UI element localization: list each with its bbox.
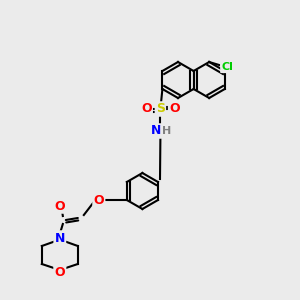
Text: O: O: [94, 194, 104, 206]
Text: H: H: [162, 126, 171, 136]
Text: O: O: [169, 103, 180, 116]
Text: N: N: [151, 124, 162, 137]
Text: O: O: [141, 103, 152, 116]
Text: Cl: Cl: [221, 62, 233, 72]
Text: N: N: [55, 232, 65, 244]
Text: O: O: [55, 200, 65, 212]
Text: S: S: [156, 103, 165, 116]
Text: O: O: [55, 266, 65, 278]
